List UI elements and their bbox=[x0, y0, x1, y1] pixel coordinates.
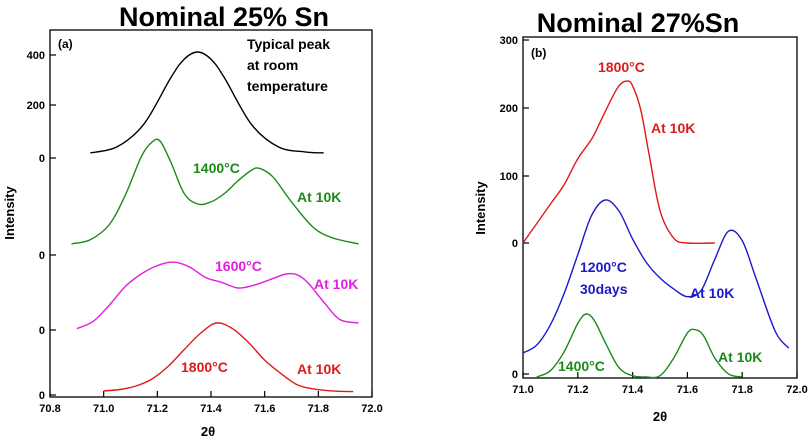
panel-b-y-tick-label: 0 bbox=[512, 369, 518, 381]
annotation-at-10k-green: At 10K bbox=[297, 189, 341, 205]
panel-a-x-axis-label: 2θ bbox=[201, 424, 215, 439]
panel-b-x-tick-label: 71.2 bbox=[567, 384, 588, 396]
panel-b-x-tick-label: 71.0 bbox=[512, 384, 533, 396]
panel-a-x-tick-label: 71.2 bbox=[147, 403, 168, 415]
annotation-1200c: 1200°C bbox=[580, 259, 627, 275]
panel-a-title: Nominal 25% Sn bbox=[119, 2, 329, 32]
panel-b: Nominal 27%Sn (b) 71.0 71.2 71.4 71.6 71.8 72… bbox=[473, 8, 808, 424]
annotation-1400c-b: 1400°C bbox=[558, 358, 605, 374]
panel-b-x-tick-label: 71.4 bbox=[622, 384, 644, 396]
annotation-at-10k-red-a: At 10K bbox=[297, 361, 341, 377]
panel-a-y-tick-label: 0 bbox=[39, 390, 45, 402]
panel-a-series-line-3 bbox=[76, 261, 359, 330]
annotation-1800c-a: 1800°C bbox=[181, 359, 228, 375]
panel-a-x-tick-label: 70.8 bbox=[39, 403, 60, 415]
panel-a-y-axis-label: Intensity bbox=[2, 186, 17, 240]
panel-a-x-tick-label: 71.0 bbox=[93, 403, 114, 415]
annotation-temperature: temperature bbox=[247, 78, 328, 94]
panel-a-x-tick-label: 71.8 bbox=[308, 403, 329, 415]
annotation-at-10k-blue: At 10K bbox=[690, 285, 734, 301]
panel-a-y-tick-label: 200 bbox=[27, 100, 45, 112]
panel-b-frame bbox=[522, 36, 798, 379]
panel-a-y-tick-label: 0 bbox=[39, 325, 45, 337]
panel-b-y-axis-label: Intensity bbox=[473, 181, 488, 235]
panel-a-series-line-4 bbox=[103, 322, 354, 393]
panel-b-y-tick-label: 200 bbox=[500, 103, 518, 115]
annotation-1600c: 1600°C bbox=[215, 258, 262, 274]
panel-a: Nominal 25% Sn (a) 70.8 71.0 71.2 71.4 71.6 7… bbox=[2, 2, 383, 439]
panel-b-series-line-3 bbox=[536, 313, 743, 379]
annotation-at-10k-green-b: At 10K bbox=[718, 349, 762, 365]
panel-a-y-tick-label: 0 bbox=[39, 250, 45, 262]
panel-a-x-tick-label: 72.0 bbox=[361, 403, 382, 415]
panel-a-series-line-2 bbox=[71, 138, 359, 245]
panel-a-series-line-1 bbox=[90, 51, 324, 154]
panel-a-x-tick-label: 71.4 bbox=[200, 403, 222, 415]
panel-b-x-tick-label: 71.6 bbox=[677, 384, 698, 396]
panel-a-y-tick-label: 0 bbox=[39, 153, 45, 165]
annotation-typical-peak: Typical peak bbox=[247, 36, 330, 52]
panel-a-x-tick-label: 71.6 bbox=[254, 403, 275, 415]
panel-a-y-tick-label: 400 bbox=[27, 50, 45, 62]
annotation-30days: 30days bbox=[580, 281, 628, 297]
panel-b-y-tick-label: 100 bbox=[500, 171, 518, 183]
panel-a-label: (a) bbox=[58, 37, 73, 51]
panel-b-x-tick-label: 72.0 bbox=[786, 384, 807, 396]
annotation-1800c-b: 1800°C bbox=[598, 59, 645, 75]
annotation-at-10k-magenta: At 10K bbox=[314, 276, 358, 292]
panel-b-series-line-2 bbox=[522, 199, 790, 354]
panel-b-label: (b) bbox=[531, 46, 546, 60]
panel-b-x-axis-label: 2θ bbox=[653, 409, 667, 424]
annotation-1400c: 1400°C bbox=[193, 160, 240, 176]
panel-b-title: Nominal 27%Sn bbox=[537, 8, 740, 38]
panel-b-series-line-1 bbox=[522, 80, 715, 245]
annotation-at-room: at room bbox=[247, 57, 298, 73]
panel-b-x-tick-label: 71.8 bbox=[731, 384, 752, 396]
panel-b-y-tick-label: 0 bbox=[512, 238, 518, 250]
annotation-at-10k-red-b: At 10K bbox=[651, 120, 695, 136]
panel-b-y-tick-label: 300 bbox=[500, 35, 518, 47]
